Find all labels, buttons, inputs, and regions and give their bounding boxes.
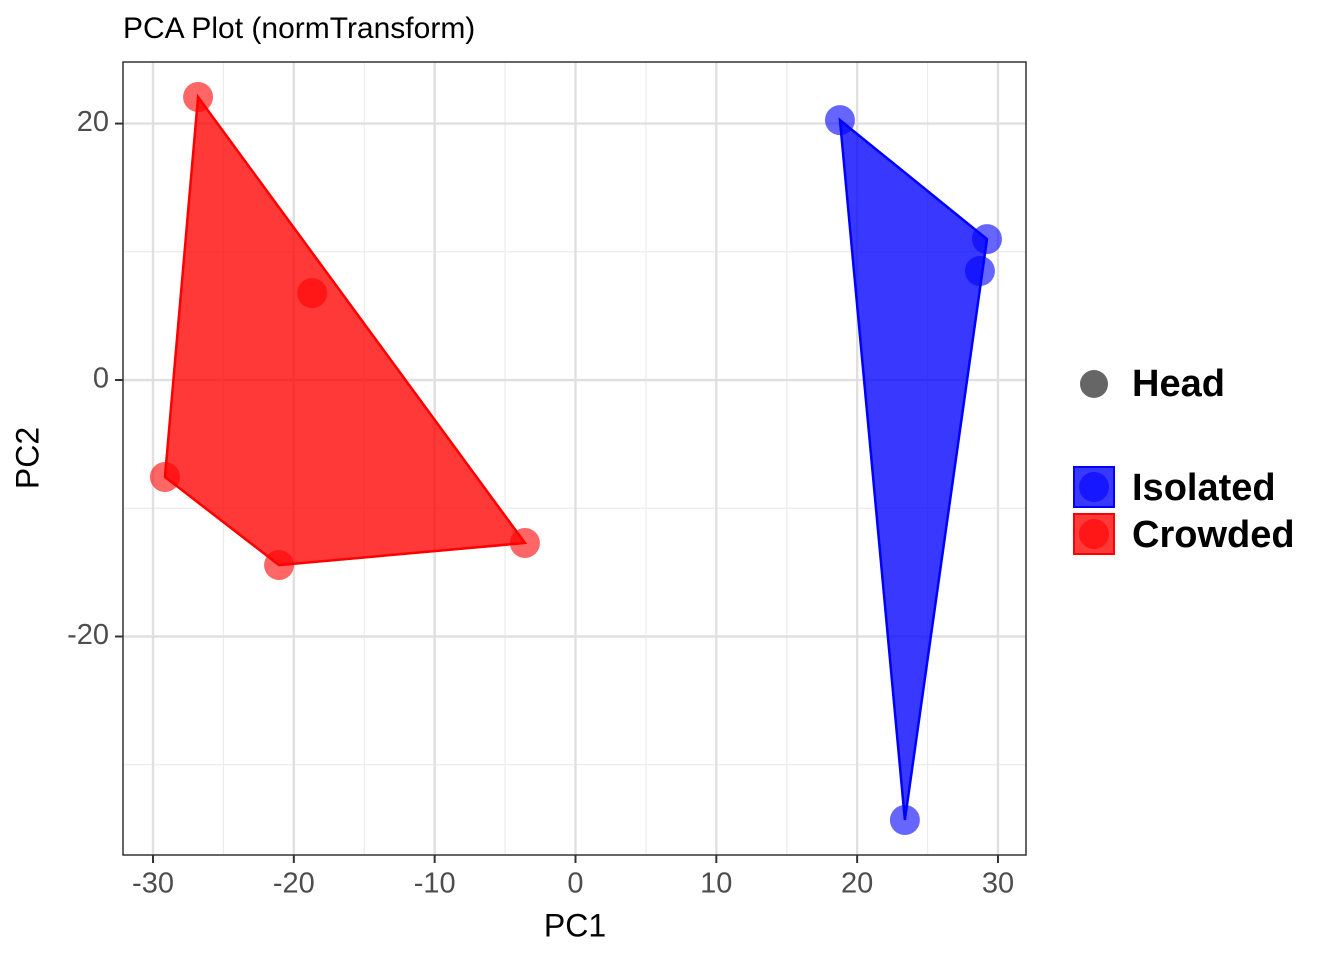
x-tick-label: -20: [273, 868, 315, 900]
point: [964, 256, 995, 287]
x-tick-label: -10: [414, 868, 456, 900]
y-tick-label: -20: [67, 619, 109, 651]
x-tick-label: 10: [700, 868, 732, 900]
legend-key-point: [1079, 519, 1109, 549]
chart-title: PCA Plot (normTransform): [123, 12, 475, 45]
group-hull: [838, 117, 989, 821]
point: [509, 528, 540, 559]
y-axis-title: PC2: [9, 427, 45, 489]
y-tick-label: 20: [77, 106, 109, 138]
plot-border: [122, 61, 1027, 856]
legend-key-point: [1079, 472, 1109, 502]
y-tick-label: 0: [93, 363, 109, 395]
legend-shape-key: [1080, 370, 1108, 398]
x-tick-label: 0: [567, 868, 583, 900]
point: [889, 804, 920, 835]
x-tick-label: 20: [841, 868, 873, 900]
x-tick-label: 30: [982, 868, 1014, 900]
point: [824, 105, 855, 136]
point: [297, 278, 328, 309]
point: [149, 461, 180, 492]
point: [264, 550, 295, 581]
point: [971, 224, 1002, 255]
legend-label: Isolated: [1132, 467, 1276, 509]
x-tick-label: -30: [132, 868, 174, 900]
point: [183, 82, 214, 113]
legend-label: Head: [1132, 363, 1225, 405]
x-axis-title: PC1: [544, 907, 606, 943]
legend-label: Crowded: [1132, 514, 1295, 556]
